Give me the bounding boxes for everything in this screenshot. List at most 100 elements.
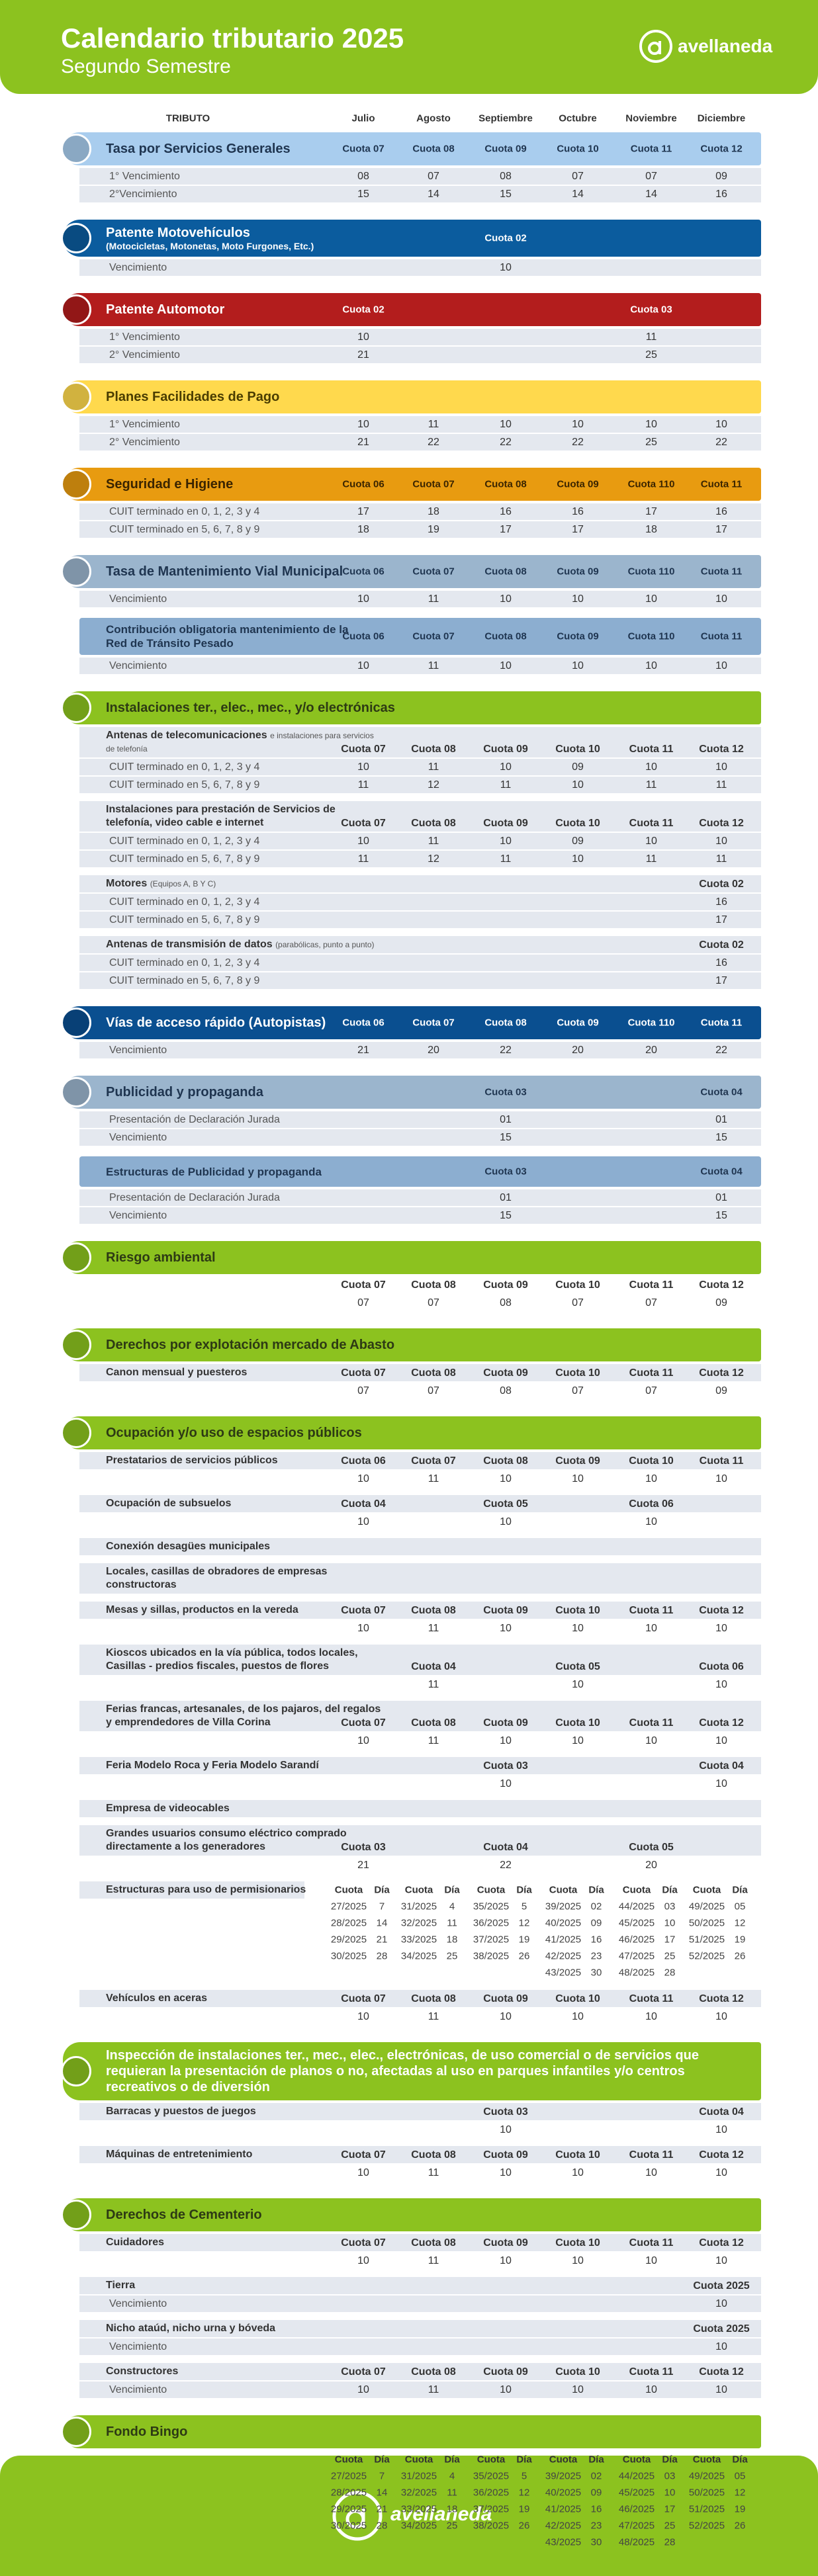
due-day: 08 <box>500 1385 512 1396</box>
due-day: 10 <box>572 2167 584 2178</box>
grid-header: Día <box>732 2454 748 2465</box>
grid-header: Cuota <box>477 1884 506 1895</box>
grid-cuota: 51/2025 <box>688 2503 725 2514</box>
item-heading: Canon mensual y puesteros <box>106 1366 384 1379</box>
grid-cuota: 42/2025 <box>545 2520 582 2531</box>
due-day: 16 <box>715 188 727 200</box>
due-day: 11 <box>428 761 439 773</box>
due-day: 10 <box>357 331 369 343</box>
due-day: 21 <box>357 436 369 448</box>
due-day: 10 <box>715 660 727 671</box>
grid-day: 17 <box>664 1934 676 1945</box>
grid-cuota: 41/2025 <box>545 2503 582 2514</box>
band-cuota: Cuota 03 <box>630 304 672 316</box>
grid-header: Cuota <box>622 1884 651 1895</box>
due-day: 10 <box>715 1735 727 1746</box>
grid-cuota: 32/2025 <box>400 2487 437 2498</box>
cuota-label: Cuota 07 <box>341 2149 386 2161</box>
grid-cuota: 28/2025 <box>330 2487 367 2498</box>
cuota-label: Cuota 11 <box>629 817 674 829</box>
due-day: 07 <box>428 170 439 182</box>
due-day: 22 <box>715 1044 727 1056</box>
cuota-label: Cuota 04 <box>483 1841 528 1853</box>
grid-cuota: 34/2025 <box>400 2520 437 2531</box>
band-cuota: Cuota 06 <box>342 1017 385 1029</box>
cuota-label: Cuota 07 <box>341 2366 386 2378</box>
cuota-label: Cuota 10 <box>555 1367 600 1379</box>
row-label: CUIT terminado en 0, 1, 2, 3 y 4 <box>109 835 260 847</box>
due-day: 08 <box>500 1297 512 1309</box>
section-icon <box>61 382 91 412</box>
cuota-label: Cuota 03 <box>483 2106 528 2118</box>
section-band <box>63 2198 761 2231</box>
due-day: 11 <box>428 2254 439 2266</box>
grid-header: Cuota <box>404 1884 433 1895</box>
due-day: 10 <box>500 835 512 847</box>
sub-band-cuota: Cuota 08 <box>484 630 527 642</box>
section-band <box>63 1328 761 1361</box>
due-day: 07 <box>357 1297 369 1309</box>
item-heading-text: Tierra <box>106 2280 136 2291</box>
row-bg <box>79 434 761 451</box>
grid-cuota: 31/2025 <box>400 2470 437 2481</box>
grid-cuota: 36/2025 <box>473 2487 510 2498</box>
section-band <box>63 1006 761 1039</box>
cuota-label: Cuota 2025 <box>693 2280 750 2292</box>
grid-cuota: 45/2025 <box>618 2487 655 2498</box>
band-cuota: Cuota 11 <box>700 566 743 578</box>
row-bg <box>79 416 761 433</box>
due-day: 10 <box>500 1473 512 1484</box>
grid-day: 17 <box>664 2503 676 2514</box>
grid-cuota: 33/2025 <box>400 2503 437 2514</box>
band-cuota: Cuota 06 <box>342 566 385 578</box>
heading-bg <box>79 1495 761 1512</box>
heading-bg <box>79 1563 761 1594</box>
heading-bg <box>79 1364 761 1381</box>
cuota-label: Cuota 08 <box>411 2149 456 2161</box>
cuota-label: Cuota 07 <box>341 1993 386 2004</box>
item-heading-text: Grandes usuarios consumo eléctrico compr… <box>106 1828 347 1852</box>
cuota-label: Cuota 12 <box>699 1604 744 1616</box>
row-bg <box>79 759 761 775</box>
due-day: 12 <box>428 853 439 865</box>
grid-day: 05 <box>734 2470 746 2481</box>
due-day: 10 <box>500 2254 512 2266</box>
grid-day: 11 <box>447 1917 457 1928</box>
item-heading-note: e instalaciones para servicios de telefo… <box>106 731 374 753</box>
due-day: 07 <box>645 1297 657 1309</box>
section-heading: Tasa de Mantenimiento Vial Municipal <box>106 564 351 580</box>
row-bg <box>79 259 761 276</box>
cuota-label: Cuota 08 <box>411 1717 456 1729</box>
grid-header: Cuota <box>334 1884 363 1895</box>
due-day: 11 <box>645 853 657 865</box>
cuota-label: Cuota 09 <box>483 2149 528 2161</box>
band-cuota: Cuota 11 <box>700 478 743 490</box>
section-band <box>63 293 761 326</box>
grid-day: 28 <box>376 1950 388 1961</box>
grid-cuota: 37/2025 <box>473 1934 510 1945</box>
item-heading-text: Vehículos en aceras <box>106 1993 207 2004</box>
due-day: 22 <box>428 436 439 448</box>
row-bg <box>79 503 761 520</box>
grid-header: Día <box>444 2454 460 2465</box>
grid-cuota: 29/2025 <box>330 2503 367 2514</box>
grid-day: 19 <box>518 1934 530 1945</box>
item-heading-text: Locales, casillas de obradores de empres… <box>106 1566 328 1590</box>
cuota-label: Cuota 10 <box>555 817 600 829</box>
row-label: Vencimiento <box>109 1209 167 1221</box>
due-day: 10 <box>500 2167 512 2178</box>
cuota-label: Cuota 07 <box>341 743 386 755</box>
grid-cuota: 41/2025 <box>545 1934 582 1945</box>
grid-day: 10 <box>664 1917 676 1928</box>
section-band <box>63 2042 761 2100</box>
item-heading-text: Cuidadores <box>106 2237 165 2248</box>
section-title: Planes Facilidades de Pago <box>106 390 280 404</box>
section-heading: Derechos por explotación mercado de Abas… <box>106 1337 741 1353</box>
section-heading: Seguridad e Higiene <box>106 476 351 492</box>
band-cuota: Cuota 10 <box>557 143 599 155</box>
band-cuota: Cuota 07 <box>342 143 385 155</box>
section-heading: Publicidad y propaganda <box>106 1084 351 1100</box>
grid-day: 14 <box>376 1917 388 1928</box>
section-title: Tasa por Servicios Generales <box>106 142 291 156</box>
